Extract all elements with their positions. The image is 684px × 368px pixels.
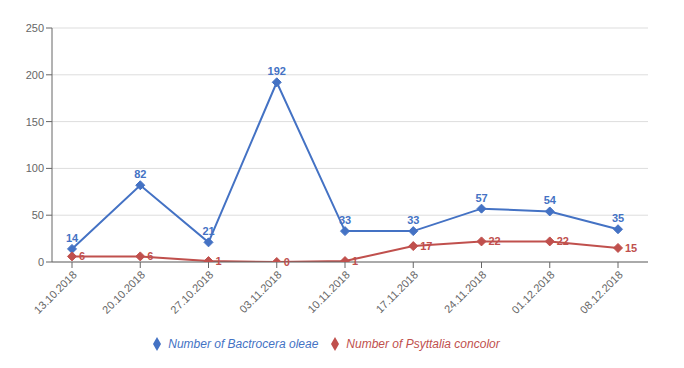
svg-text:24.11.2018: 24.11.2018	[442, 268, 489, 315]
svg-text:200: 200	[26, 69, 44, 81]
svg-text:192: 192	[268, 65, 286, 77]
svg-text:100: 100	[26, 162, 44, 174]
svg-text:35: 35	[612, 212, 624, 224]
svg-text:50: 50	[32, 209, 44, 221]
svg-text:10.11.2018: 10.11.2018	[305, 268, 352, 315]
svg-text:54: 54	[544, 194, 557, 206]
svg-text:22: 22	[489, 235, 501, 247]
svg-text:01.12.2018: 01.12.2018	[509, 268, 556, 315]
svg-text:33: 33	[339, 214, 351, 226]
svg-text:20.10.2018: 20.10.2018	[100, 268, 147, 315]
svg-text:1: 1	[216, 255, 222, 267]
svg-text:17: 17	[420, 240, 432, 252]
svg-text:03.11.2018: 03.11.2018	[237, 268, 284, 315]
svg-text:6: 6	[147, 250, 153, 262]
svg-text:14: 14	[66, 232, 79, 244]
svg-text:27.10.2018: 27.10.2018	[168, 268, 215, 315]
svg-text:13.10.2018: 13.10.2018	[32, 268, 79, 315]
svg-text:22: 22	[557, 235, 569, 247]
svg-text:6: 6	[79, 250, 85, 262]
svg-text:33: 33	[407, 214, 419, 226]
svg-text:1: 1	[352, 255, 358, 267]
svg-text:0: 0	[284, 256, 290, 268]
svg-text:17.11.2018: 17.11.2018	[373, 268, 420, 315]
svg-text:150: 150	[26, 116, 44, 128]
svg-text:82: 82	[134, 168, 146, 180]
html-text:Number of Psyttalia concolor: Number of Psyttalia concolor	[346, 337, 500, 351]
html-text:Number of Bactrocera oleae: Number of Bactrocera oleae	[168, 337, 319, 351]
svg-text:08.12.2018: 08.12.2018	[578, 268, 625, 315]
svg-text:250: 250	[26, 22, 44, 34]
svg-text:15: 15	[625, 242, 637, 254]
svg-text:57: 57	[475, 192, 487, 204]
svg-text:21: 21	[202, 225, 214, 237]
svg-text:0: 0	[38, 256, 44, 268]
